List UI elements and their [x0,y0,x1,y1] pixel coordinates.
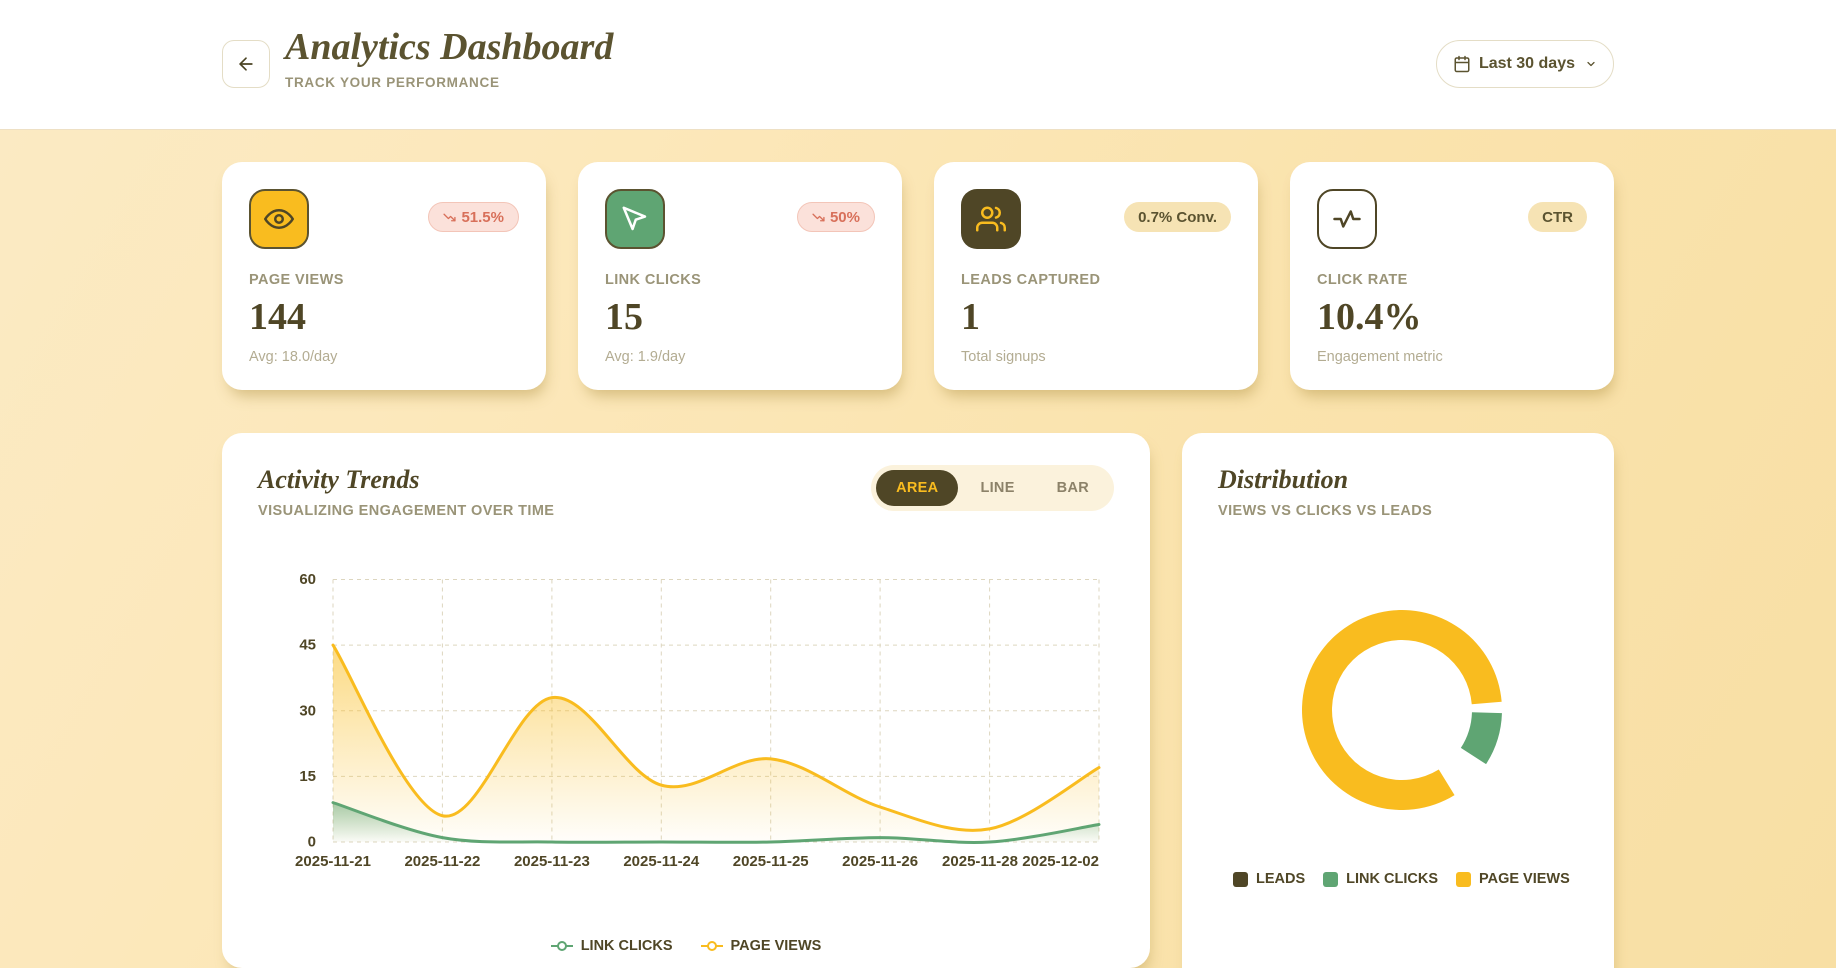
svg-text:45: 45 [299,637,316,654]
svg-text:15: 15 [299,768,316,785]
svg-text:2025-11-28: 2025-11-28 [942,853,1018,870]
svg-text:2025-11-24: 2025-11-24 [623,853,700,870]
svg-text:2025-11-21: 2025-11-21 [295,853,371,870]
svg-text:2025-11-26: 2025-11-26 [842,853,918,870]
svg-text:2025-11-25: 2025-11-25 [733,853,809,870]
svg-text:0: 0 [308,834,316,851]
svg-text:30: 30 [299,702,316,719]
svg-text:2025-12-02: 2025-12-02 [1022,853,1099,870]
svg-text:2025-11-22: 2025-11-22 [404,853,480,870]
svg-text:2025-11-23: 2025-11-23 [514,853,590,870]
svg-text:60: 60 [299,571,316,588]
